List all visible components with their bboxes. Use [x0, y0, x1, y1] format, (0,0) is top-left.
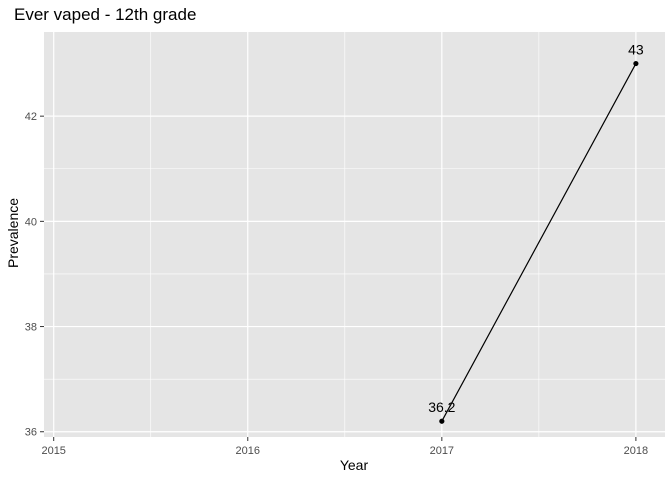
y-tick-label: 42: [25, 111, 37, 123]
x-tick-label: 2018: [624, 445, 648, 457]
chart-title: Ever vaped - 12th grade: [14, 5, 196, 24]
series-group: 36.2 43: [428, 42, 644, 424]
plot-panel: [44, 32, 665, 437]
x-axis-title: Year: [340, 457, 369, 473]
x-tick-label: 2017: [430, 445, 454, 457]
y-axis: 36 38 40 42: [25, 111, 44, 439]
data-point: [439, 418, 445, 424]
y-axis-title: Prevalence: [5, 198, 21, 268]
x-axis: 2015 2016 2017 2018: [41, 437, 648, 457]
minor-gridlines: [44, 32, 665, 437]
data-label: 43: [628, 42, 644, 58]
y-tick-label: 40: [25, 216, 37, 228]
y-tick-label: 36: [25, 427, 37, 439]
major-gridlines: [44, 32, 665, 437]
y-tick-label: 38: [25, 322, 37, 334]
data-point: [633, 60, 639, 67]
x-tick-label: 2015: [41, 445, 65, 457]
x-tick-label: 2016: [236, 445, 260, 457]
data-label: 36.2: [428, 399, 455, 415]
series-line: [441, 63, 637, 422]
